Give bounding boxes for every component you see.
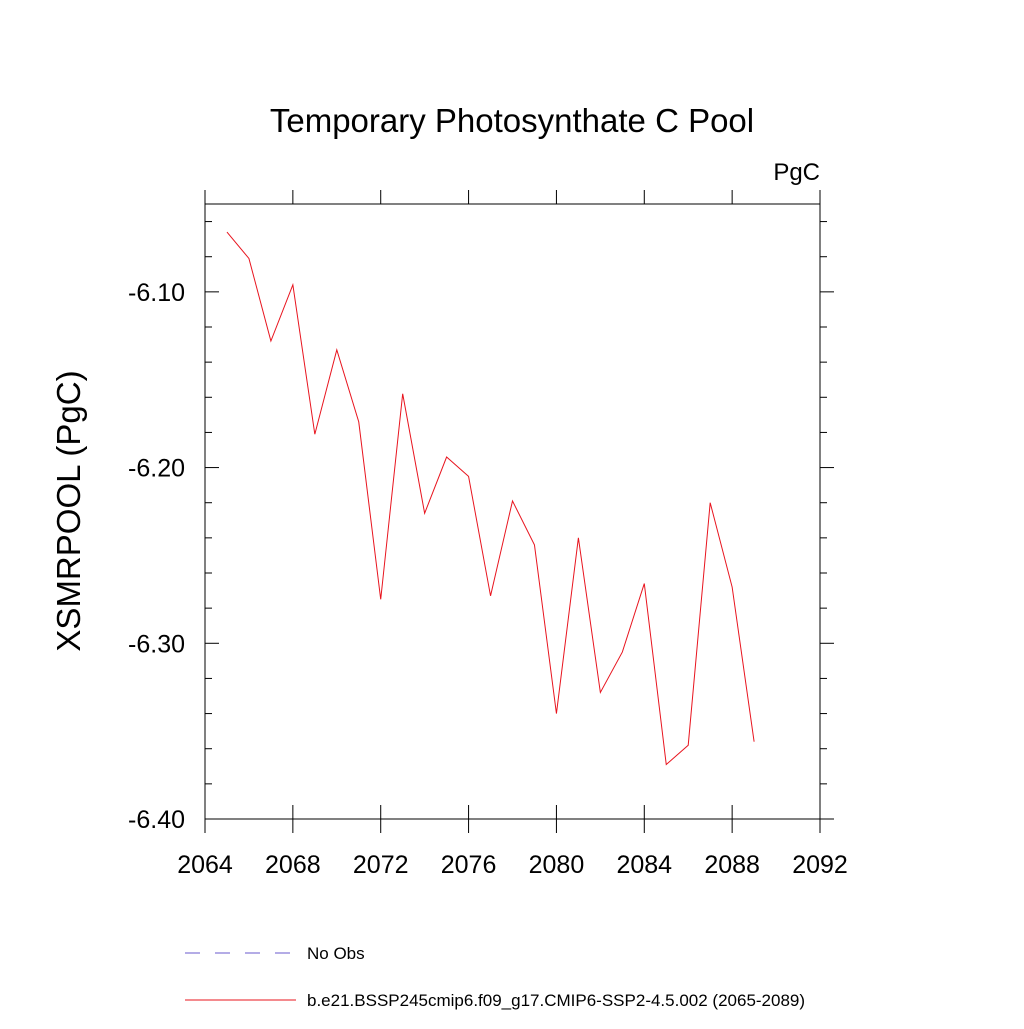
chart-title: Temporary Photosynthate C Pool	[270, 102, 754, 139]
legend: No Obs b.e21.BSSP245cmip6.f09_g17.CMIP6-…	[185, 944, 805, 1010]
plot-frame	[205, 204, 820, 819]
axis-ticks	[205, 190, 834, 833]
series-line	[227, 232, 754, 764]
x-tick-label: 2076	[441, 851, 497, 879]
units-label: PgC	[773, 159, 820, 186]
y-tick-label: -6.30	[128, 630, 185, 658]
x-tick-label: 2072	[353, 851, 409, 879]
x-tick-label: 2064	[177, 851, 233, 879]
y-tick-label: -6.40	[128, 806, 185, 834]
data-series	[227, 232, 754, 764]
legend-label-no-obs: No Obs	[307, 944, 365, 963]
y-tick-label: -6.10	[128, 279, 185, 307]
y-axis-title: XSMRPOOL (PgC)	[50, 370, 87, 651]
x-tick-label: 2088	[704, 851, 760, 879]
x-tick-label: 2068	[265, 851, 321, 879]
x-tick-label: 2092	[792, 851, 848, 879]
legend-label-model: b.e21.BSSP245cmip6.f09_g17.CMIP6-SSP2-4.…	[307, 991, 805, 1010]
y-tick-label: -6.20	[128, 455, 185, 483]
x-tick-label: 2080	[529, 851, 585, 879]
x-tick-label: 2084	[616, 851, 672, 879]
